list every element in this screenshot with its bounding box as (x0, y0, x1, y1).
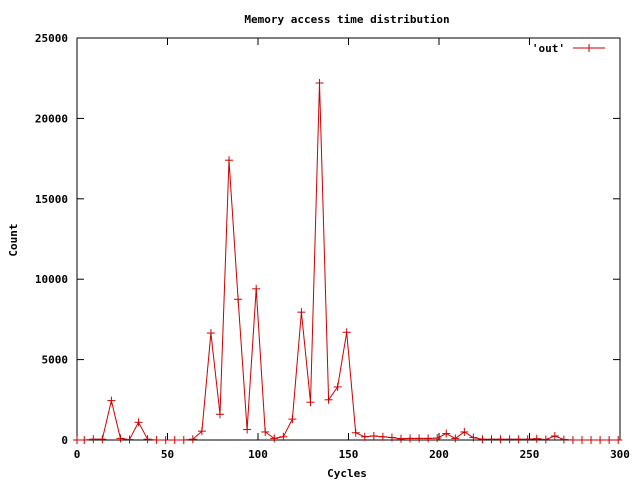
data-point (514, 435, 523, 444)
data-point (107, 396, 116, 405)
data-point (234, 295, 243, 304)
data-point (225, 156, 234, 165)
data-point (424, 434, 433, 443)
x-tick-label: 0 (74, 448, 81, 461)
x-tick-label: 150 (339, 448, 359, 461)
data-point (279, 432, 288, 441)
data-point (596, 436, 605, 444)
y-tick-label: 5000 (42, 354, 69, 367)
data-point (116, 434, 125, 443)
x-tick-label: 200 (429, 448, 449, 461)
data-point (550, 431, 559, 440)
data-point (297, 308, 306, 317)
data-point (89, 435, 98, 444)
legend: 'out' (532, 42, 605, 55)
data-point (523, 435, 532, 444)
data-point (270, 434, 279, 443)
data-point (98, 435, 107, 444)
data-point (478, 435, 487, 444)
y-axis-label: Count (7, 223, 20, 256)
data-point (143, 435, 152, 444)
data-point (469, 433, 478, 442)
x-tick-label: 300 (610, 448, 630, 461)
data-point (188, 435, 197, 444)
data-point (134, 418, 143, 427)
data-point (487, 435, 496, 444)
data-point (170, 436, 179, 444)
data-point (496, 435, 505, 444)
data-point (396, 434, 405, 443)
series-line (77, 82, 619, 441)
x-tick-label: 100 (248, 448, 268, 461)
data-point (333, 382, 342, 391)
data-point (73, 436, 81, 444)
data-point (288, 415, 297, 424)
data-point (460, 427, 469, 436)
data-point (252, 284, 261, 293)
data-point (541, 435, 550, 444)
y-tick-label: 25000 (35, 32, 68, 45)
x-tick-label: 250 (520, 448, 540, 461)
data-point (125, 435, 134, 444)
data-point (243, 425, 252, 434)
x-axis-label: Cycles (327, 467, 367, 480)
data-point (360, 432, 369, 441)
y-tick-label: 15000 (35, 193, 68, 206)
data-point (605, 436, 614, 444)
data-point (315, 79, 324, 88)
data-point (351, 428, 360, 437)
data-point (433, 434, 442, 443)
data-point (406, 434, 415, 443)
data-point (451, 434, 460, 443)
data-point (306, 398, 315, 407)
data-point (415, 434, 424, 443)
data-point (568, 436, 577, 444)
data-point (215, 410, 224, 419)
legend-marker (585, 44, 593, 52)
y-tick-label: 0 (61, 434, 68, 447)
data-point (532, 434, 541, 443)
plot-area (73, 79, 623, 444)
data-point (505, 435, 514, 444)
axes (76, 37, 621, 441)
x-tick-label: 50 (161, 448, 174, 461)
data-point (614, 436, 623, 444)
y-tick-label: 20000 (35, 112, 68, 125)
data-point (80, 436, 89, 444)
data-point (261, 427, 270, 436)
data-point (387, 433, 396, 442)
data-point (587, 436, 596, 444)
plot-border (76, 37, 621, 441)
data-point (369, 431, 378, 440)
y-axis-ticks: 0 5000 10000 15000 20000 25000 (35, 32, 620, 447)
data-point (179, 436, 188, 444)
data-point (442, 429, 451, 438)
legend-label: 'out' (532, 42, 565, 55)
data-point (161, 436, 170, 444)
data-point (342, 328, 351, 337)
data-point (559, 435, 568, 444)
data-point (197, 427, 206, 436)
x-axis-ticks: 0 50 100 150 200 250 300 (74, 38, 630, 461)
data-point (577, 436, 586, 444)
chart-title: Memory access time distribution (244, 13, 449, 26)
y-tick-label: 10000 (35, 273, 68, 286)
data-point (152, 436, 161, 444)
data-point (324, 395, 333, 404)
data-point (206, 329, 215, 338)
data-point (378, 432, 387, 441)
